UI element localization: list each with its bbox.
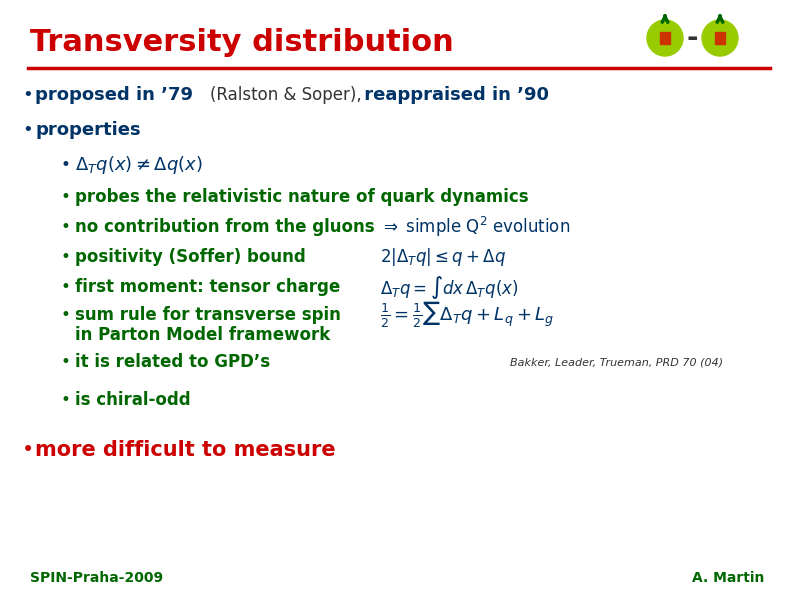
Text: proposed in ’79: proposed in ’79 (35, 86, 199, 104)
Text: sum rule for transverse spin: sum rule for transverse spin (75, 306, 341, 324)
Text: in Parton Model framework: in Parton Model framework (75, 326, 330, 344)
Text: $\Delta_T q(x) \neq \Delta q(x)$: $\Delta_T q(x) \neq \Delta q(x)$ (75, 154, 202, 176)
Text: Bakker, Leader, Trueman, PRD 70 (04): Bakker, Leader, Trueman, PRD 70 (04) (510, 357, 723, 367)
Text: it is related to GPD’s: it is related to GPD’s (75, 353, 270, 371)
Text: •: • (60, 218, 70, 236)
Text: $2|\Delta_T q| \leq q + \Delta q$: $2|\Delta_T q| \leq q + \Delta q$ (380, 246, 506, 268)
Text: probes the relativistic nature of quark dynamics: probes the relativistic nature of quark … (75, 188, 529, 206)
Text: is chiral-odd: is chiral-odd (75, 391, 191, 409)
Text: no contribution from the gluons: no contribution from the gluons (75, 218, 375, 236)
Text: $\Delta_T q = \int dx\, \Delta_T q(x)$: $\Delta_T q = \int dx\, \Delta_T q(x)$ (380, 274, 518, 300)
Text: more difficult to measure: more difficult to measure (35, 440, 336, 460)
Text: (Ralston & Soper),: (Ralston & Soper), (210, 86, 362, 104)
Text: first moment: tensor charge: first moment: tensor charge (75, 278, 341, 296)
Text: •: • (22, 86, 33, 104)
Text: $\Rightarrow$ simple Q$^2$ evolution: $\Rightarrow$ simple Q$^2$ evolution (380, 215, 570, 239)
Text: positivity (Soffer) bound: positivity (Soffer) bound (75, 248, 306, 266)
Text: $\frac{1}{2} = \frac{1}{2}\sum \Delta_T q + L_q + L_g$: $\frac{1}{2} = \frac{1}{2}\sum \Delta_T … (380, 300, 554, 330)
Bar (660, 32, 670, 44)
Text: •: • (60, 391, 70, 409)
Text: -: - (686, 24, 698, 52)
Text: A. Martin: A. Martin (692, 571, 764, 585)
Text: •: • (60, 188, 70, 206)
Text: Transversity distribution: Transversity distribution (30, 27, 453, 57)
Circle shape (702, 20, 738, 56)
Text: SPIN-Praha-2009: SPIN-Praha-2009 (30, 571, 163, 585)
Text: reappraised in ’90: reappraised in ’90 (358, 86, 549, 104)
Text: •: • (60, 353, 70, 371)
Text: •: • (60, 306, 70, 324)
Text: •: • (22, 121, 33, 139)
Text: •: • (60, 156, 70, 174)
Text: •: • (60, 248, 70, 266)
Text: •: • (60, 278, 70, 296)
Text: properties: properties (35, 121, 141, 139)
Circle shape (647, 20, 683, 56)
Bar (715, 32, 725, 44)
Text: •: • (22, 440, 34, 460)
